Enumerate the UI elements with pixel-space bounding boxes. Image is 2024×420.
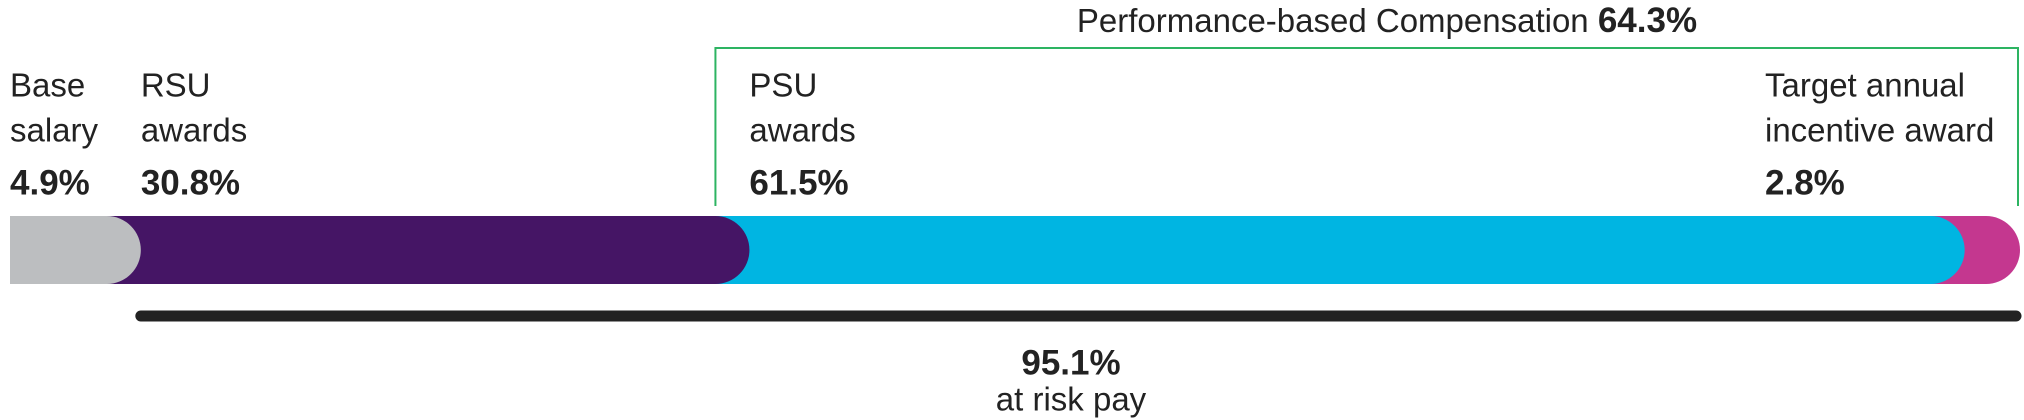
segment-label: Target annual <box>1765 67 1965 104</box>
segment-value: 4.9% <box>10 163 90 202</box>
segment-label: awards <box>749 112 855 149</box>
segment-value: 2.8% <box>1765 163 1845 202</box>
bar-segment <box>106 216 750 284</box>
at-risk-label: at risk pay <box>996 381 1147 418</box>
segment-label: PSU <box>749 67 817 104</box>
performance-label: Performance-based Compensation <box>1077 2 1589 39</box>
segment-label: awards <box>141 112 247 149</box>
segment-value: 30.8% <box>141 163 240 202</box>
performance-value: 64.3% <box>1598 1 1697 40</box>
segment-value: 61.5% <box>749 163 848 202</box>
performance-title: Performance-based Compensation 64.3% <box>1077 1 1697 40</box>
segment-label: Base <box>10 67 85 104</box>
bar-segment <box>715 216 1965 284</box>
performance-bracket <box>714 47 2019 206</box>
segment-label: salary <box>10 112 99 149</box>
segment-label: RSU <box>141 67 211 104</box>
bar-segment <box>10 216 141 284</box>
segment-label: incentive award <box>1765 112 1994 149</box>
at-risk-value: 95.1% <box>1021 343 1120 382</box>
